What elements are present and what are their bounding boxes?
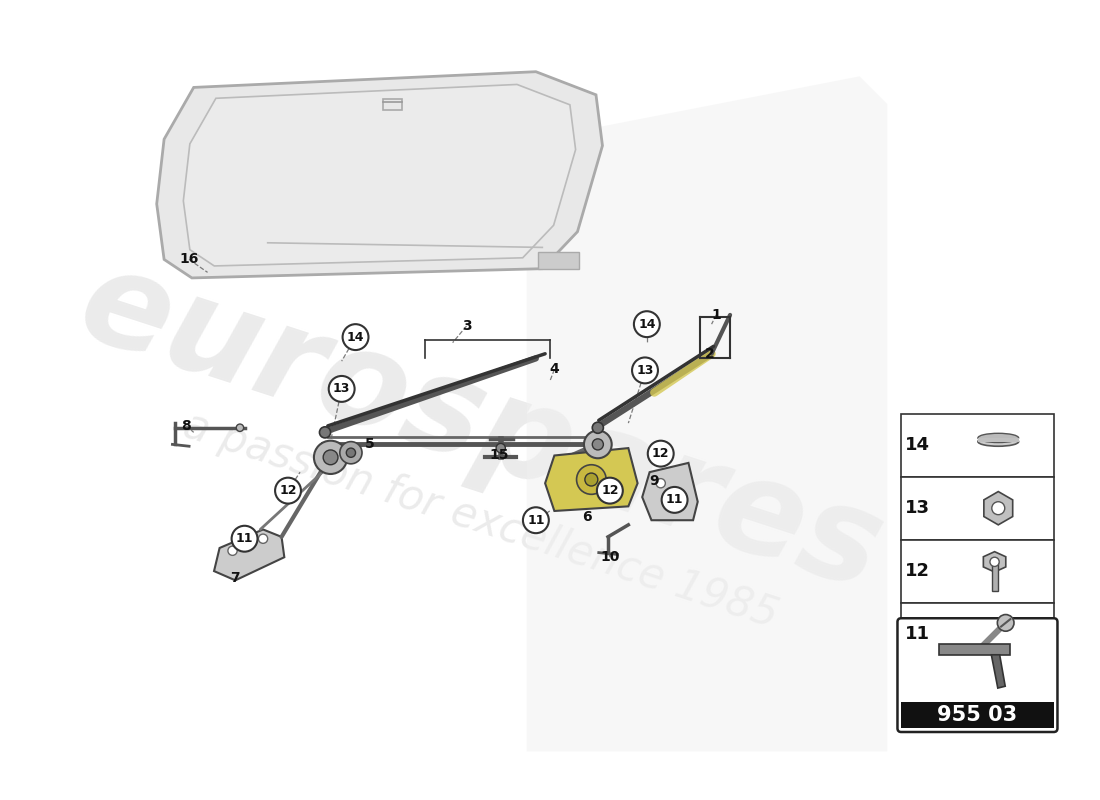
Bar [901,702,1054,728]
Bar [901,540,1054,602]
Text: 14: 14 [346,330,364,344]
Text: 12: 12 [905,562,931,580]
Circle shape [232,526,257,552]
Text: 6: 6 [582,510,592,525]
Circle shape [275,478,301,503]
Circle shape [522,507,549,533]
Bar [901,602,1054,666]
Circle shape [632,358,658,383]
Circle shape [990,558,999,566]
Circle shape [584,430,612,458]
Ellipse shape [978,434,1019,442]
Polygon shape [214,530,284,580]
Circle shape [496,443,505,453]
Circle shape [648,441,673,466]
Ellipse shape [978,437,1019,446]
Circle shape [597,478,623,503]
Circle shape [585,473,597,486]
Polygon shape [983,552,1005,572]
Circle shape [340,442,362,464]
Circle shape [342,324,369,350]
Polygon shape [184,85,575,266]
Text: 14: 14 [638,318,656,330]
Text: 2: 2 [705,346,715,361]
Circle shape [323,450,338,465]
Text: 13: 13 [636,364,653,377]
Text: 10: 10 [601,550,619,564]
Circle shape [258,534,267,543]
Polygon shape [991,654,1005,688]
Circle shape [634,311,660,337]
Text: 7: 7 [231,570,240,585]
Bar [992,562,999,591]
Circle shape [319,427,331,438]
Text: 11: 11 [527,514,544,526]
Text: 11: 11 [235,532,253,546]
Text: 15: 15 [490,449,508,462]
Circle shape [228,546,238,555]
Circle shape [992,502,1004,514]
Circle shape [236,424,243,431]
Text: 16: 16 [179,253,199,266]
Text: eurospares: eurospares [64,238,896,617]
Text: 8: 8 [182,419,191,433]
Circle shape [592,439,604,450]
FancyBboxPatch shape [898,618,1057,732]
Text: 12: 12 [601,484,618,497]
Text: 12: 12 [279,484,297,497]
Polygon shape [983,491,1013,525]
Text: 4: 4 [550,362,559,377]
Polygon shape [527,76,888,751]
Polygon shape [546,448,638,511]
Bar [901,477,1054,540]
Circle shape [314,441,348,474]
Bar [978,438,1019,442]
Text: 3: 3 [462,319,471,333]
Text: 1: 1 [712,308,722,322]
Text: 11: 11 [666,494,683,506]
Circle shape [346,448,355,458]
Text: 13: 13 [905,499,931,518]
Circle shape [998,614,1014,631]
Polygon shape [156,72,603,278]
Text: 955 03: 955 03 [937,706,1018,726]
Circle shape [592,422,604,434]
Polygon shape [642,463,697,520]
Text: 14: 14 [905,436,931,454]
Text: 12: 12 [652,447,670,460]
Bar [538,252,580,269]
Text: a passion for excellence 1985: a passion for excellence 1985 [178,404,783,637]
Text: 5: 5 [364,438,374,451]
Circle shape [576,465,606,494]
Circle shape [656,478,666,488]
Text: 13: 13 [333,382,351,395]
Circle shape [329,376,354,402]
Text: 9: 9 [649,474,659,488]
Circle shape [661,487,688,513]
Bar [383,98,402,110]
Polygon shape [938,644,1010,654]
Bar [901,414,1054,477]
Text: 11: 11 [905,625,931,643]
